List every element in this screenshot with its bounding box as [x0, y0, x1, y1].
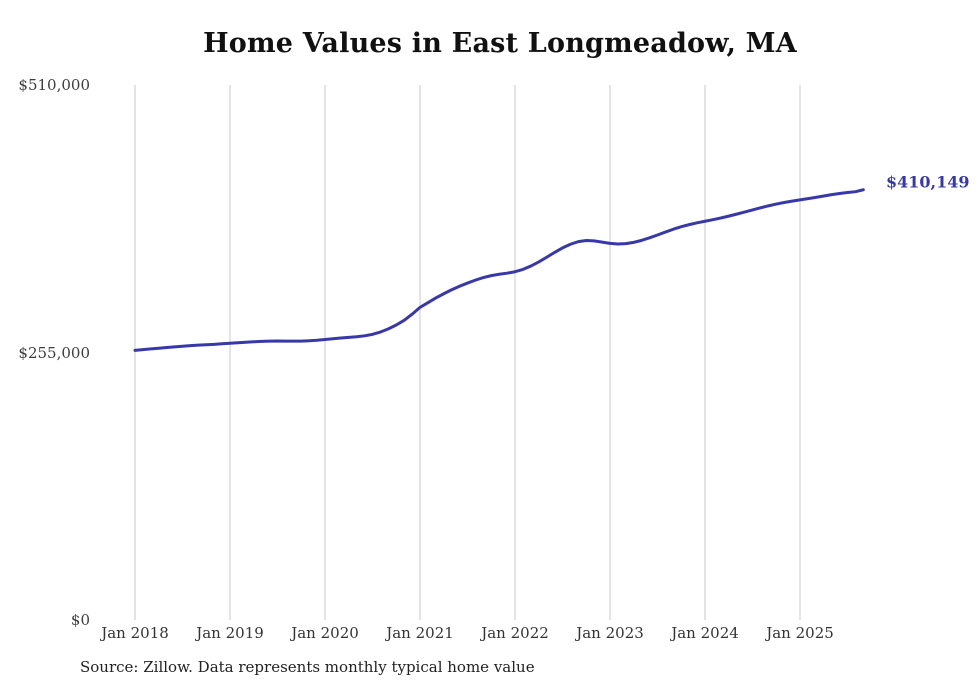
chart-title: Home Values in East Longmeadow, MA: [203, 28, 797, 59]
x-axis-tick-label: Jan 2020: [291, 624, 359, 642]
x-axis-tick-label: Jan 2025: [766, 624, 834, 642]
source-note: Source: Zillow. Data represents monthly …: [80, 658, 535, 676]
x-axis-tick-label: Jan 2018: [101, 624, 169, 642]
x-axis-tick-label: Jan 2022: [481, 624, 549, 642]
x-axis-tick-label: Jan 2023: [576, 624, 644, 642]
y-axis-tick-label: $510,000: [18, 76, 90, 94]
home-value-line: [133, 188, 865, 352]
end-value-label: $410,149: [886, 172, 970, 192]
y-axis-tick-label: $255,000: [18, 343, 90, 362]
x-axis-tick-label: Jan 2019: [196, 624, 264, 642]
x-axis-tick-label: Jan 2021: [386, 624, 454, 642]
x-axis-tick-label: Jan 2024: [671, 624, 739, 642]
y-axis-tick-label: $0: [70, 611, 90, 629]
